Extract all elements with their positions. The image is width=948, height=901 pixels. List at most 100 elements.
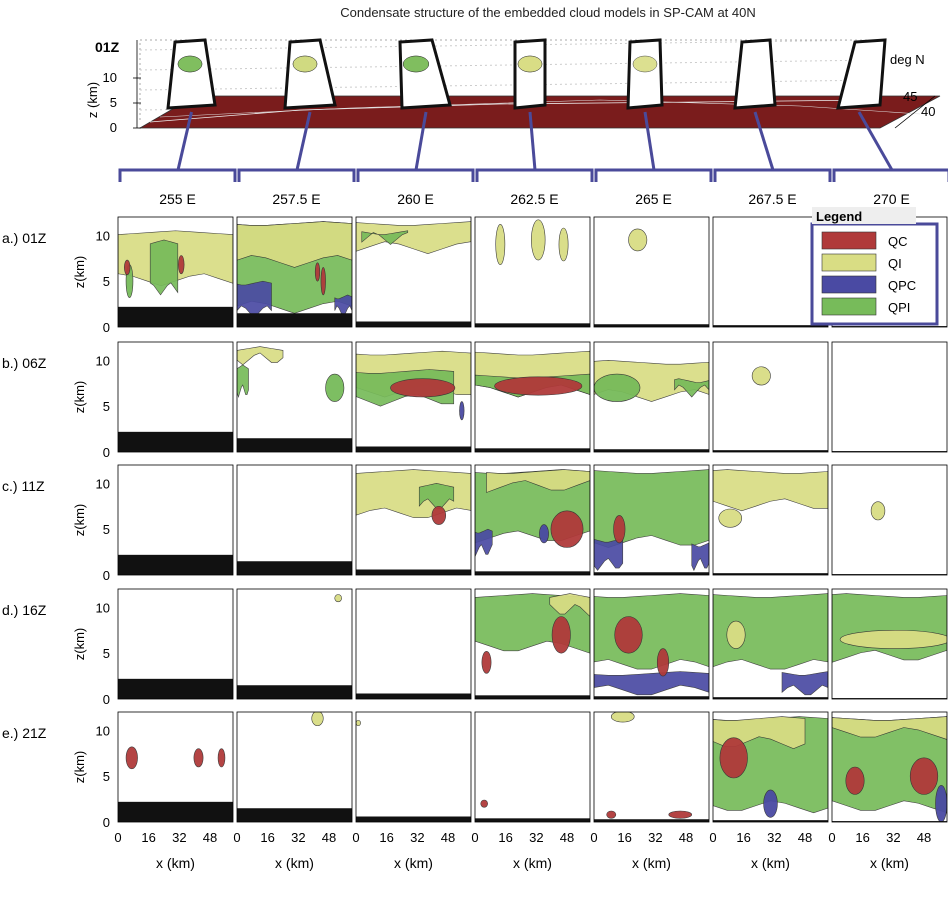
y-tick-label: 10	[96, 600, 110, 615]
panel-content	[594, 360, 709, 452]
QC-cell	[668, 810, 693, 819]
x-tick-label: 32	[529, 830, 543, 845]
x-tick-label: 48	[917, 830, 931, 845]
panel	[117, 588, 234, 700]
panel	[474, 464, 591, 576]
panel	[831, 464, 948, 576]
y-tick-label: 0	[103, 568, 110, 583]
panel	[474, 588, 591, 700]
connector-line	[295, 111, 312, 171]
QPC-region	[475, 528, 493, 557]
x-tick-label: 16	[855, 830, 869, 845]
time-label: e.) 21Z	[2, 725, 47, 741]
panel	[593, 711, 710, 823]
panel	[117, 341, 234, 453]
panel-content	[594, 469, 709, 575]
panel-background	[237, 589, 352, 699]
y-axis-label: z(km)	[72, 256, 87, 289]
longitude-label: 255 E	[159, 191, 196, 207]
panel-frame	[712, 341, 829, 453]
top-lat-axis	[894, 95, 936, 129]
QC-cell	[320, 267, 326, 296]
panel-frame	[117, 464, 234, 576]
QPC-region	[237, 280, 272, 319]
panel-frame	[355, 341, 472, 453]
y-tick-label: 10	[96, 228, 110, 243]
longitude-bracket	[713, 168, 832, 182]
QC-cell	[124, 259, 131, 276]
panel-content	[118, 678, 233, 699]
panel-content	[475, 593, 590, 699]
QI-cell	[870, 501, 886, 521]
legend-title: Legend	[816, 209, 862, 224]
panel-frame	[831, 464, 948, 576]
terrain-bar	[356, 816, 471, 822]
QPI-cell	[594, 373, 641, 402]
terrain-bar	[475, 695, 590, 699]
QC-cell	[606, 810, 617, 819]
terrain-bar	[594, 696, 709, 699]
QPC-region	[594, 671, 709, 696]
top-column-frame	[733, 38, 777, 110]
x-axis-label: x (km)	[513, 855, 552, 871]
panel-frame	[236, 588, 353, 700]
top-column-cloud	[177, 55, 203, 73]
x-tick-label: 48	[560, 830, 574, 845]
terrain-bar	[118, 431, 233, 452]
panel-frame	[593, 216, 710, 328]
QC-cell	[909, 757, 939, 795]
QPC-region	[334, 294, 352, 319]
panel-content	[594, 712, 709, 822]
panel-grid: a.) 01Z z(km) 0 5 10 b.) 06Z z(km) 0 5 10 c.) 11Z z…	[2, 216, 948, 871]
panel	[712, 588, 829, 700]
terrain-bar	[475, 323, 590, 327]
terrain-bar	[713, 573, 828, 575]
QPC-cell	[763, 789, 778, 818]
y-axis-label: z(km)	[72, 381, 87, 414]
QC-cell	[845, 766, 865, 795]
QPI-region	[832, 593, 947, 663]
top-column-frame	[513, 38, 547, 110]
panel	[474, 341, 591, 453]
x-tick-label: 48	[322, 830, 336, 845]
panel	[236, 464, 353, 576]
panel-content	[713, 469, 828, 575]
QI-cell	[311, 712, 324, 727]
top-column-frame	[836, 38, 887, 110]
panel-frame	[593, 588, 710, 700]
QI-cell	[334, 594, 342, 603]
x-tick-label: 16	[498, 830, 512, 845]
QI-region	[237, 346, 284, 366]
panel-content	[237, 712, 352, 822]
y-axis-label: z(km)	[72, 628, 87, 661]
x-tick-label: 48	[798, 830, 812, 845]
y-tick-label: 0	[103, 445, 110, 460]
x-tick-label: 32	[767, 830, 781, 845]
top-3d-panel: 0 5 10z (km) 01Z deg N 45 40	[85, 38, 941, 171]
panel-frame	[593, 464, 710, 576]
panel	[831, 588, 948, 700]
panel-background	[356, 589, 471, 699]
panel-frame	[117, 711, 234, 823]
QPI-cell	[325, 373, 345, 402]
QI-cell	[610, 712, 635, 723]
panel-frame	[593, 711, 710, 823]
longitude-headers: 255 E 257.5 E 260 E 262.5 E 265 E 267.5 E 270 …	[118, 168, 948, 207]
panel	[355, 464, 472, 576]
legend-title-bg	[812, 207, 916, 224]
QI-cell	[628, 228, 648, 252]
top-lat-tick: 40	[921, 104, 935, 119]
panel-content	[237, 594, 352, 699]
terrain-bar	[713, 820, 828, 822]
x-tick-label: 16	[379, 830, 393, 845]
panel	[236, 588, 353, 700]
top-z-label: z (km)	[85, 82, 100, 118]
panel-content	[832, 716, 947, 822]
top-column-frame	[626, 38, 664, 110]
x-tick-label: 48	[441, 830, 455, 845]
panel	[236, 216, 353, 328]
panel-content	[713, 593, 828, 699]
terrain-bar	[475, 448, 590, 452]
terrain-bar	[832, 326, 947, 327]
top-z-tick: 5	[110, 95, 117, 110]
